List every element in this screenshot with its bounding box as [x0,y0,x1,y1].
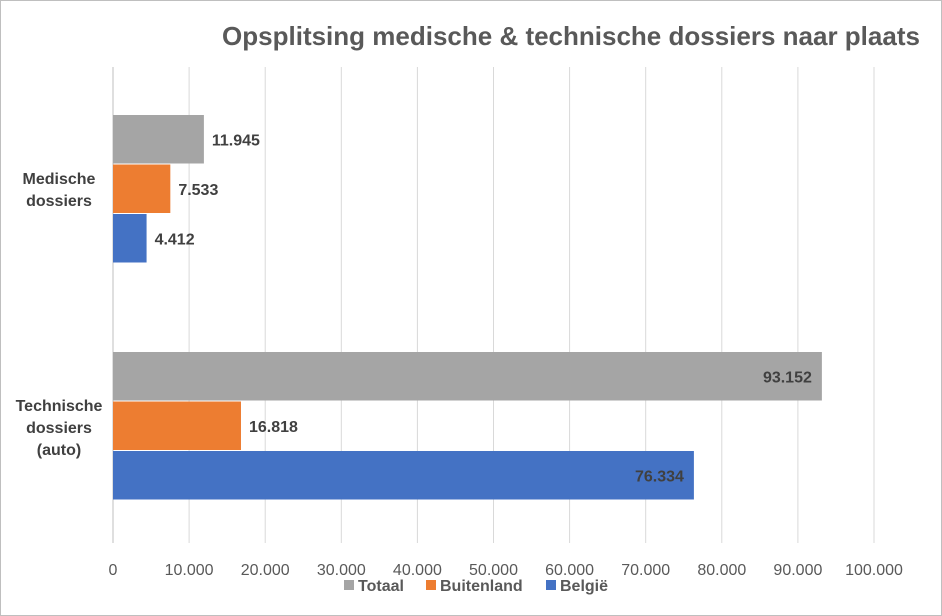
data-label: 93.152 [763,369,812,386]
x-axis-tick-labels: 0 10.000 20.000 30.000 40.000 50.000 60.000 70.… [109,562,903,579]
category-label: dossiers [26,420,92,437]
bar-belgi [113,214,147,263]
category-label: Technische [16,398,103,415]
legend: Totaal Buitenland België [344,578,608,595]
data-label: 76.334 [635,468,684,485]
legend-label: Buitenland [440,578,523,595]
legend-label: Totaal [358,578,404,595]
legend-swatch [344,580,354,590]
x-tick-label: 10.000 [165,562,214,579]
x-tick-label: 90.000 [773,562,822,579]
legend-swatch [426,580,436,590]
data-label: 16.818 [249,419,298,436]
legend-swatch [546,580,556,590]
data-label: 7.533 [178,182,218,199]
category-labels: Medische dossiers Technische dossiers (auto) [16,171,103,459]
x-tick-label: 20.000 [241,562,290,579]
bars [113,115,822,500]
x-tick-label: 40.000 [393,562,442,579]
category-label: (auto) [37,442,81,459]
legend-label: België [560,578,608,595]
x-tick-label: 100.000 [845,562,903,579]
data-labels: 11.945 7.533 4.412 93.152 16.818 76.334 [155,132,812,485]
x-tick-label: 0 [109,562,118,579]
x-tick-label: 30.000 [317,562,366,579]
bar-buitenland [113,401,241,450]
data-label: 4.412 [155,231,195,248]
x-tick-label: 60.000 [545,562,594,579]
bar-belgi [113,451,694,500]
x-tick-label: 70.000 [621,562,670,579]
category-label: Medische [23,171,96,188]
chart-title: Opsplitsing medische & technische dossie… [222,21,920,51]
bar-buitenland [113,164,171,213]
x-tick-label: 50.000 [469,562,518,579]
bar-totaal [113,352,822,401]
x-tick-label: 80.000 [697,562,746,579]
category-label: dossiers [26,193,92,210]
data-label: 11.945 [212,132,260,149]
bar-totaal [113,115,204,164]
